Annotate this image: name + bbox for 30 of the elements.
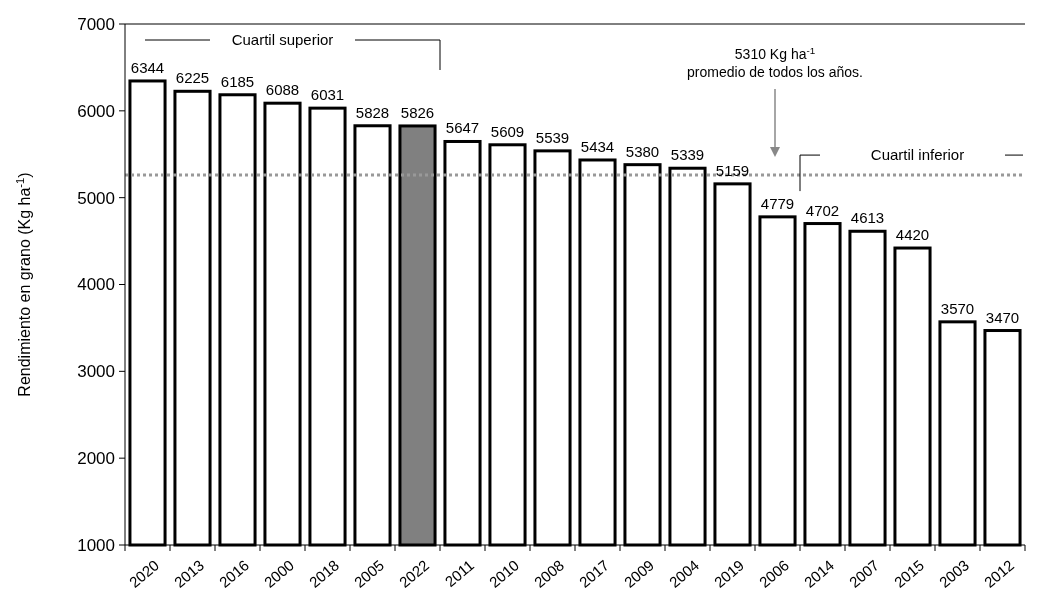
data-label: 5609 xyxy=(490,122,525,140)
data-label: 6344 xyxy=(130,58,165,76)
data-label: 5380 xyxy=(625,142,660,160)
y-tick-label: 5000 xyxy=(77,188,115,208)
data-label: 5539 xyxy=(535,128,570,146)
data-label: 6031 xyxy=(310,86,345,104)
data-label: 3470 xyxy=(985,308,1020,326)
data-label: 4613 xyxy=(850,209,885,227)
data-label: 6185 xyxy=(220,72,255,90)
y-tick-label: 2000 xyxy=(77,449,115,469)
y-tick-label: 4000 xyxy=(77,275,115,295)
annotation: 5310 Kg ha$^{-1}$ promedio de todos los años. xyxy=(687,44,863,80)
data-label: 6225 xyxy=(175,69,210,87)
data-label: 6088 xyxy=(265,81,300,99)
data-label: 5159 xyxy=(715,161,750,179)
y-tick-label: 7000 xyxy=(77,14,115,34)
data-label: 5647 xyxy=(445,119,480,137)
data-label: 5828 xyxy=(355,103,390,121)
data-label: 4702 xyxy=(805,201,840,219)
y-tick-label: 3000 xyxy=(77,362,115,382)
y-tick-label: 1000 xyxy=(77,535,115,555)
data-label: 4420 xyxy=(895,226,930,244)
data-label: 5826 xyxy=(400,103,435,121)
data-label: 4779 xyxy=(760,194,795,212)
data-label: 5434 xyxy=(580,137,615,155)
data-label: 3570 xyxy=(940,299,975,317)
annotation: Cuartil inferior xyxy=(870,146,965,164)
annotation: Cuartil superior xyxy=(231,31,334,49)
y-tick-label: 6000 xyxy=(77,101,115,121)
data-label: 5339 xyxy=(670,146,705,164)
